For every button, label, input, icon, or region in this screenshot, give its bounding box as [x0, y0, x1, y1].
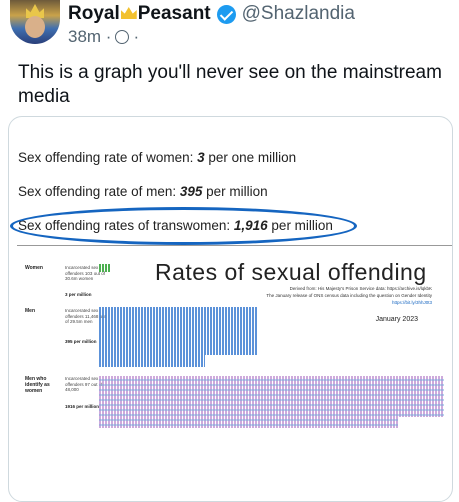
globe-icon	[115, 30, 130, 44]
stat-women-label: Sex offending rate of women:	[18, 150, 198, 165]
women-figures	[99, 264, 111, 272]
verified-badge-icon	[216, 4, 236, 24]
infographic-date: January 2023	[375, 316, 418, 323]
stat-men: Sex offending rate of men: 395 per milli…	[18, 184, 268, 199]
crown-emoji-icon	[120, 7, 137, 19]
row-men-description: Incarcerated sex offenders 11,468 out of…	[65, 308, 106, 324]
tweet-media[interactable]: Sex offending rate of women: 3 per one m…	[8, 116, 453, 502]
row-transwomen-description: Incarcerated sex offenders 97 out of 48,…	[65, 376, 103, 392]
stat-women: Sex offending rate of women: 3 per one m…	[18, 150, 296, 165]
stat-women-unit: per one million	[204, 150, 297, 165]
stat-men-unit: per million	[202, 184, 268, 199]
avatar-face	[25, 16, 45, 38]
source-line-2: The January release of ONS census data i…	[266, 293, 432, 298]
stat-men-label: Sex offending rate of men:	[18, 184, 180, 199]
stat-women-value: 3	[197, 150, 205, 165]
author-line: Royal Peasant @Shazlandia	[68, 2, 355, 26]
infographic-title: Rates of sexual offending	[155, 259, 427, 285]
meta-separator: ·	[133, 27, 140, 46]
row-men-rate: 395 per million	[65, 339, 97, 344]
infographic-source: Derived from: His Majesty's Prison Servi…	[202, 285, 432, 306]
tweet-text: This is a graph you'll never see on the …	[18, 62, 442, 107]
author-handle[interactable]: @Shazlandia	[241, 3, 355, 24]
source-line-1: Derived from: His Majesty's Prison Servi…	[289, 286, 432, 291]
divider	[17, 245, 452, 246]
tweet-meta: 38m · ·	[68, 26, 139, 48]
row-transwomen-category: Men who identify as women	[25, 376, 50, 394]
source-line-3: https://bit.ly/3hhJ0t3	[391, 300, 432, 305]
tweet-time[interactable]: 38m ·	[68, 27, 112, 46]
transwomen-figures-rows	[99, 376, 444, 428]
stat-men-value: 395	[179, 184, 203, 199]
avatar[interactable]	[10, 0, 60, 44]
row-men-category: Men	[25, 308, 35, 314]
men-figures-gap	[205, 355, 257, 367]
row-women-category: Women	[25, 265, 43, 271]
row-women-rate: 3 per million	[65, 292, 92, 297]
row-transwomen-rate: 1916 per million	[65, 404, 100, 409]
display-name[interactable]: Royal Peasant	[68, 3, 211, 25]
display-name-part1: Royal	[68, 3, 120, 24]
highlight-oval	[10, 207, 357, 245]
row-women-description: Incarcerated sex offenders 103 out of 30…	[65, 265, 105, 281]
transwomen-figures-gap	[398, 417, 444, 428]
display-name-part2: Peasant	[137, 3, 211, 24]
